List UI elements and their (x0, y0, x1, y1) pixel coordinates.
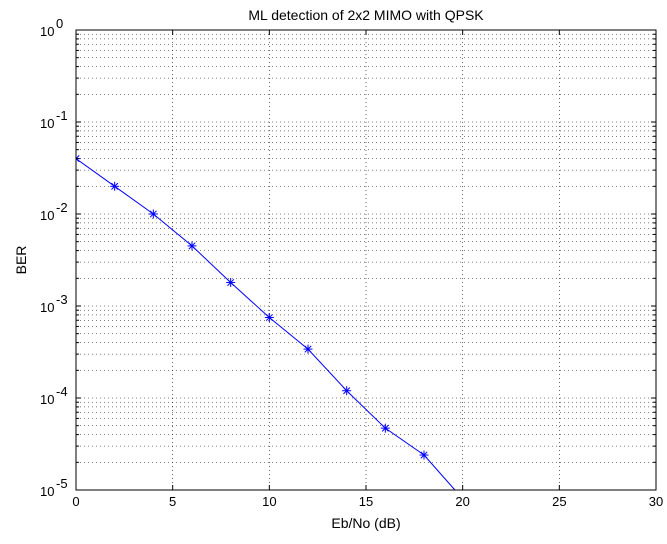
marker-stroke (111, 182, 119, 190)
data-point-marker (264, 312, 274, 322)
y-tick-label-exponent: 0 (56, 16, 63, 31)
y-tick-label-base: 10 (40, 300, 54, 315)
x-tick-label: 15 (359, 494, 373, 509)
x-tick-labels: 0 5 10 15 20 25 30 (72, 494, 663, 509)
y-tick-label: 10-3 (40, 292, 68, 315)
marker-stroke (304, 345, 312, 353)
y-tick-label-exponent: -2 (56, 200, 68, 215)
plot-area (76, 30, 656, 490)
marker-stroke (76, 155, 80, 160)
y-tick-label-base: 10 (40, 24, 54, 39)
marker-stroke (227, 278, 235, 287)
y-tick-label-exponent: -4 (56, 384, 68, 399)
y-tick-label-base: 10 (40, 208, 54, 223)
x-tick-label: 0 (72, 494, 79, 509)
y-tick-label: 100 (40, 16, 63, 39)
data-point-marker (303, 344, 313, 354)
marker-stroke (420, 451, 428, 459)
x-tick-label: 30 (649, 494, 663, 509)
data-point-marker (187, 241, 197, 251)
data-point-marker (110, 181, 120, 191)
marker-stroke (188, 242, 196, 250)
y-axis-label: BER (13, 246, 29, 275)
data-point-marker (226, 278, 236, 288)
y-tick-label-exponent: -3 (56, 292, 68, 307)
y-tick-label-base: 10 (40, 116, 54, 131)
x-tick-label: 25 (552, 494, 566, 509)
marker-stroke (149, 210, 157, 218)
marker-stroke (381, 424, 389, 432)
y-tick-label: 10-1 (40, 108, 68, 131)
y-tick-label-base: 10 (40, 392, 54, 407)
x-tick-label: 10 (262, 494, 276, 509)
y-tick-label-exponent: -5 (56, 476, 68, 491)
data-point-marker (380, 423, 390, 433)
y-tick-label: 10-2 (40, 200, 68, 223)
data-point-marker (342, 386, 352, 396)
series-layer (76, 154, 456, 490)
x-axis-label: Eb/No (dB) (331, 515, 400, 531)
marker-stroke (265, 313, 273, 322)
y-tick-label-base: 10 (40, 484, 54, 499)
y-tick-label-exponent: -1 (56, 108, 68, 123)
y-tick-label: 10-4 (40, 384, 68, 407)
chart-title: ML detection of 2x2 MIMO with QPSK (248, 7, 484, 23)
data-point-marker (419, 450, 429, 460)
x-tick-label: 20 (455, 494, 469, 509)
data-point-marker (148, 209, 158, 219)
grid-lines (76, 30, 656, 490)
y-tick-label: 10-5 (40, 476, 68, 499)
axis-ticks (75, 29, 657, 491)
marker-stroke (343, 387, 351, 395)
marker-stroke (76, 157, 80, 163)
x-tick-label: 5 (169, 494, 176, 509)
